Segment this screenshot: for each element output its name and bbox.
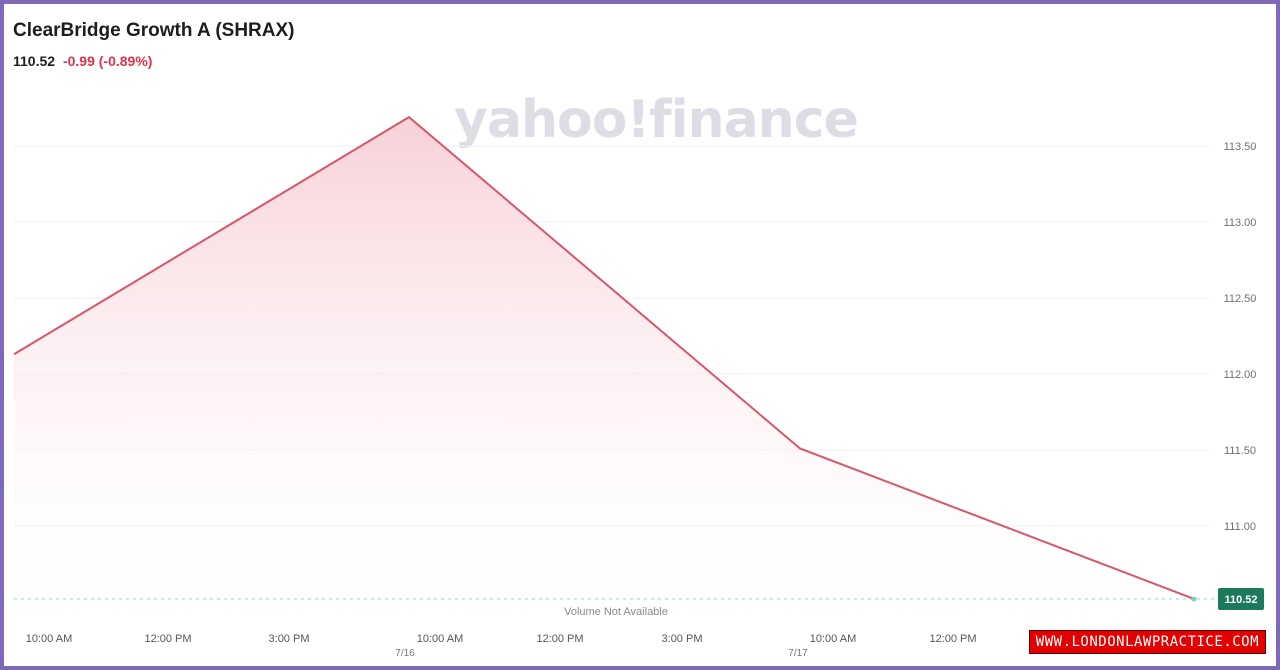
y-tick-label: 112.00 — [1224, 369, 1257, 381]
x-tick-label: 3:00 PM — [269, 633, 310, 645]
x-tick-label: 10:00 AM — [26, 633, 72, 645]
yahoo-finance-watermark: yahoo!finance — [454, 90, 859, 150]
y-tick-label: 111.50 — [1224, 445, 1256, 457]
last-price-badge: 110.52 — [1218, 587, 1264, 610]
data-point[interactable] — [1191, 596, 1197, 602]
y-tick-label: 112.50 — [1224, 293, 1257, 305]
x-axis-ticks: 10:00 AM 12:00 PM 3:00 PM 10:00 AM7/1612:00… — [26, 633, 977, 659]
x-tick-label: 12:00 PM — [536, 633, 583, 645]
area-layer — [13, 115, 1216, 603]
y-tick-label: 111.00 — [1224, 521, 1256, 533]
price-area — [14, 117, 1194, 603]
y-tick-label: 113.00 — [1224, 217, 1257, 229]
x-tick-label: 10:00 AM — [417, 633, 463, 645]
last-price-label: 110.52 — [1224, 594, 1257, 606]
y-tick-label: 113.50 — [1224, 141, 1257, 153]
price-chart[interactable]: 113.50 113.00 112.50 112.00 111.50 111.00 10:… — [4, 4, 1276, 666]
x-tick-label: 3:00 PM — [662, 633, 703, 645]
y-axis-ticks: 113.50 113.00 112.50 112.00 111.50 111.00 — [1224, 141, 1257, 533]
price-change: -0.99 (-0.89%) — [62, 53, 153, 69]
x-tick-label: 10:00 AM — [810, 633, 856, 645]
current-price: 110.52 — [13, 53, 56, 69]
x-tick-date-label: 7/16 — [395, 648, 415, 659]
quote-row: 110.52 -0.99 (-0.89%) — [13, 53, 152, 69]
x-tick-label: 12:00 PM — [929, 633, 976, 645]
x-tick-date-label: 7/17 — [788, 648, 808, 659]
chart-frame: ClearBridge Growth A (SHRAX) 110.52 -0.9… — [4, 4, 1276, 666]
price-line[interactable] — [13, 115, 1195, 600]
website-watermark-badge: WWW.LONDONLAWPRACTICE.COM — [1028, 630, 1266, 654]
fund-title: ClearBridge Growth A (SHRAX) — [13, 20, 295, 41]
volume-note: Volume Not Available — [564, 606, 668, 618]
x-tick-label: 12:00 PM — [144, 633, 191, 645]
